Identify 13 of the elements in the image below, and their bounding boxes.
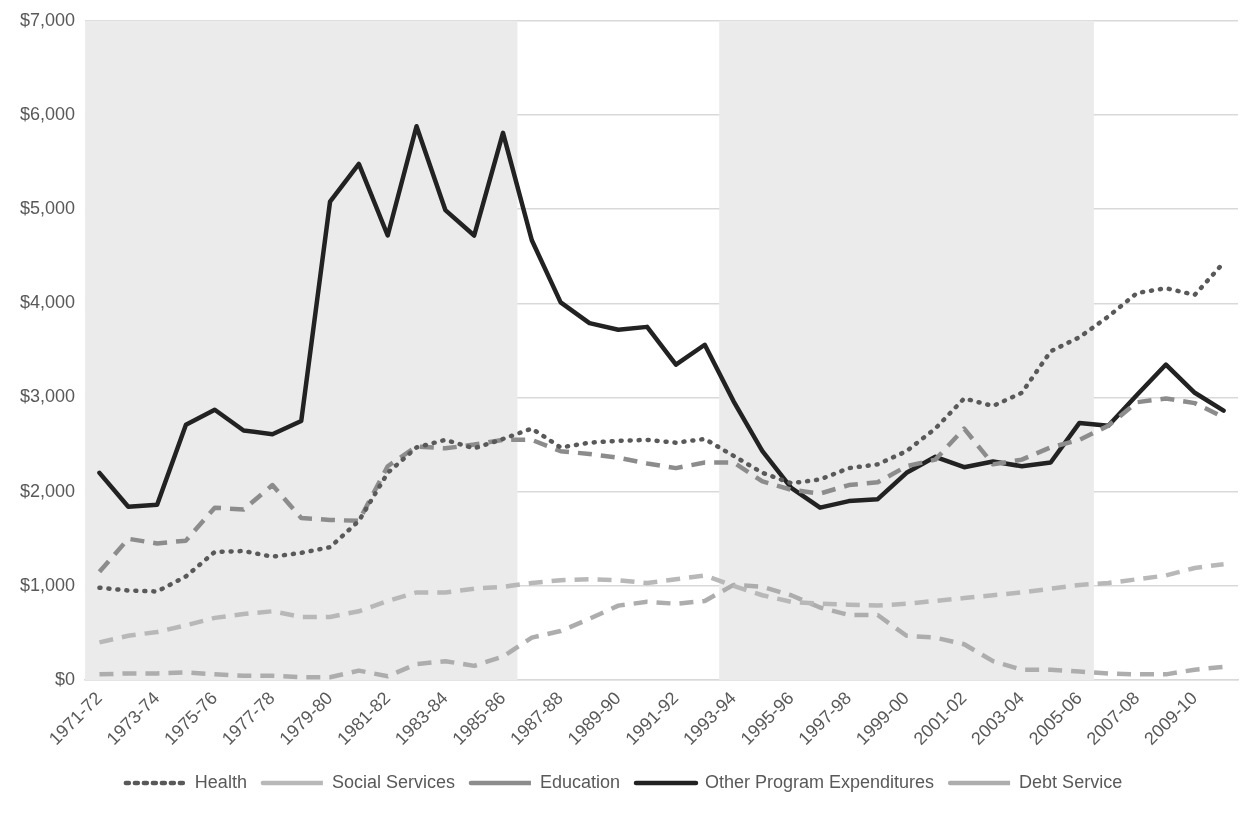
legend-label: Other Program Expenditures <box>705 771 935 792</box>
legend-label: Social Services <box>331 771 455 792</box>
y-tick-label: $2,000 <box>19 480 76 501</box>
y-tick-label: $5,000 <box>19 198 76 219</box>
y-tick-label: $3,000 <box>19 386 76 407</box>
y-tick-label: $7,000 <box>19 9 76 30</box>
y-tick-label: $1,000 <box>19 574 76 595</box>
y-tick-label: $4,000 <box>19 292 76 313</box>
legend-label: Education <box>539 771 620 792</box>
y-tick-label: $0 <box>55 668 76 689</box>
legend-label: Debt Service <box>1019 771 1123 792</box>
y-tick-label: $6,000 <box>19 103 76 124</box>
legend-label: Health <box>194 771 247 792</box>
